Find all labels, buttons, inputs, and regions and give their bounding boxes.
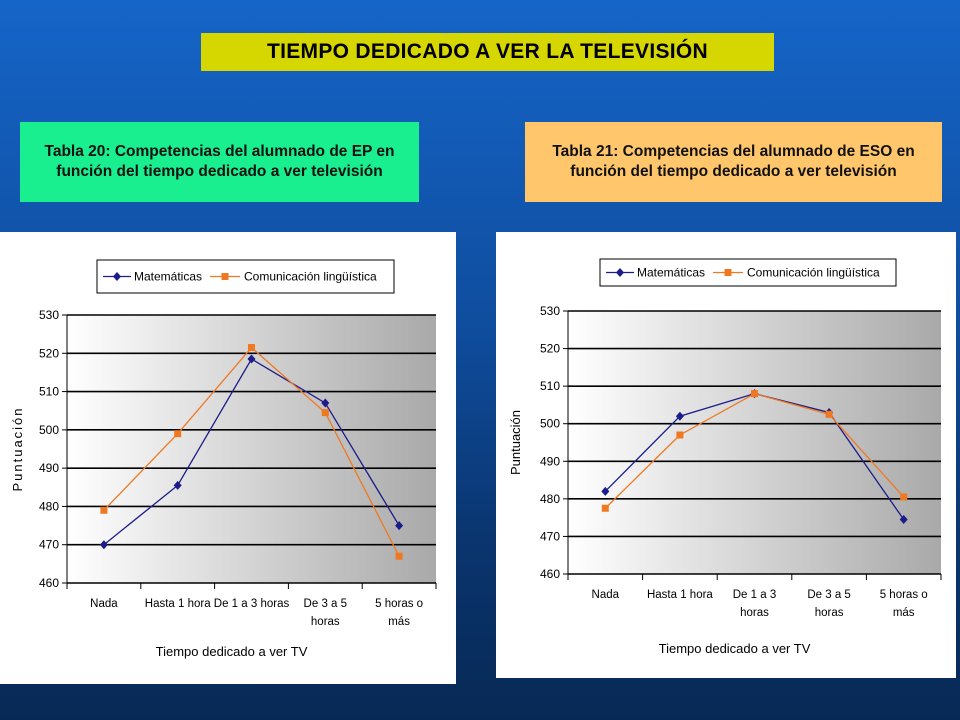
- y-tick-label: 510: [39, 385, 59, 399]
- y-tick-label: 480: [540, 492, 560, 506]
- x-tick-label: más: [388, 616, 410, 628]
- point-matematicas: [99, 540, 108, 550]
- legend-label-comunicacion: Comunicación lingüística: [747, 266, 880, 280]
- caption-right: Tabla 21: Competencias del alumnado de E…: [525, 122, 942, 202]
- x-tick-label: horas: [815, 607, 844, 619]
- x-axis-title: Tiempo dedicado a ver TV: [156, 644, 308, 659]
- y-tick-label: 490: [540, 454, 560, 468]
- y-tick-label: 500: [540, 417, 560, 431]
- point-comunicacion: [676, 431, 684, 439]
- point-comunicacion: [395, 552, 403, 560]
- x-tick-label: Nada: [90, 598, 118, 610]
- y-axis-title: Puntuación: [508, 410, 523, 475]
- y-tick-label: 510: [540, 379, 560, 393]
- x-tick-label: Hasta 1 hora: [647, 589, 713, 601]
- chart-eso: 460 470 480 490 500 510 520 530 Nada Hasta 1 hora…: [508, 258, 942, 656]
- x-tick-label: 5 horas o: [880, 589, 928, 601]
- point-matematicas: [247, 354, 256, 364]
- x-tick-label: más: [893, 607, 915, 619]
- x-tick-label: 5 horas o: [375, 598, 423, 610]
- plot-area: [568, 311, 941, 574]
- point-comunicacion: [100, 506, 108, 514]
- point-matematicas: [675, 411, 684, 421]
- point-comunicacion: [248, 344, 255, 352]
- y-tick-label: 520: [39, 346, 59, 360]
- point-comunicacion: [900, 493, 908, 501]
- y-tick-label: 530: [540, 304, 560, 318]
- point-comunicacion: [321, 409, 329, 417]
- point-matematicas: [899, 515, 908, 525]
- x-tick-label: De 3 a 5: [807, 589, 850, 601]
- y-tick-label: 500: [39, 423, 59, 437]
- x-tick-label: horas: [740, 607, 769, 619]
- y-tick-label: 480: [39, 499, 59, 513]
- x-tick-label: De 3 a 5: [304, 598, 347, 610]
- chart-panel-eso: 460 470 480 490 500 510 520 530 Nada Hasta 1 hora…: [496, 232, 956, 678]
- y-tick-label: 530: [39, 308, 59, 322]
- y-tick-label: 520: [540, 342, 560, 356]
- legend-label-matematicas: Matemáticas: [134, 270, 202, 284]
- chart-ep: 460 470 480 490 500 510 520 530 Nada Hasta 1 hora…: [10, 259, 437, 659]
- point-comunicacion: [751, 390, 758, 398]
- point-comunicacion: [601, 504, 609, 512]
- y-tick-label: 470: [39, 538, 59, 552]
- y-tick-label: 460: [540, 567, 560, 581]
- x-tick-label: De 1 a 3 horas: [214, 598, 290, 610]
- point-matematicas: [601, 486, 610, 496]
- legend-box: [599, 258, 897, 287]
- x-tick-label: horas: [311, 616, 340, 628]
- legend-marker-matematicas: [616, 268, 624, 277]
- caption-left: Tabla 20: Competencias del alumnado de E…: [20, 122, 419, 202]
- point-comunicacion: [825, 410, 833, 418]
- y-tick-label: 470: [540, 529, 560, 543]
- y-tick-label: 490: [39, 461, 59, 475]
- page-title: TIEMPO DEDICADO A VER LA TELEVISIÓN: [201, 33, 774, 71]
- point-matematicas: [395, 521, 404, 531]
- legend-marker-matematicas: [113, 272, 121, 281]
- legend-marker-comunicacion: [221, 273, 229, 280]
- x-tick-label: De 1 a 3: [733, 589, 776, 601]
- x-tick-label: Hasta 1 hora: [145, 598, 211, 610]
- legend-box: [96, 259, 395, 294]
- y-tick-label: 460: [39, 576, 59, 590]
- legend-label-comunicacion: Comunicación lingüística: [244, 270, 377, 284]
- point-matematicas: [321, 398, 330, 408]
- legend-label-matematicas: Matemáticas: [637, 266, 705, 280]
- point-matematicas: [173, 480, 182, 490]
- x-tick-label: Nada: [592, 589, 620, 601]
- chart-panel-ep: 460 470 480 490 500 510 520 530 Nada Hasta 1 hora…: [0, 232, 456, 684]
- y-axis-title: Puntuación: [10, 406, 25, 491]
- x-axis-title: Tiempo dedicado a ver TV: [659, 641, 811, 656]
- legend-marker-comunicacion: [724, 269, 732, 276]
- point-comunicacion: [174, 430, 182, 438]
